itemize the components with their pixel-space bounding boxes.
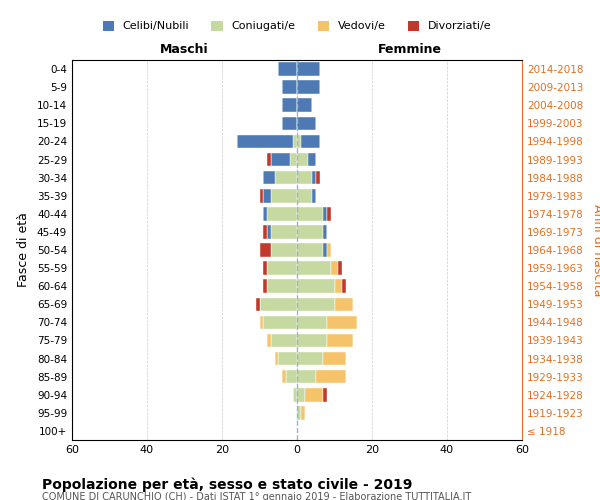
Bar [263,207,267,220]
Bar [263,280,267,293]
Bar [331,262,338,275]
Bar [256,298,260,311]
Bar [323,352,346,366]
Text: COMUNE DI CARUNCHIO (CH) - Dati ISTAT 1° gennaio 2019 - Elaborazione TUTTITALIA.: COMUNE DI CARUNCHIO (CH) - Dati ISTAT 1°… [42,492,471,500]
Bar [342,280,346,293]
Legend: Celibi/Nubili, Coniugati/e, Vedovi/e, Divorziati/e: Celibi/Nubili, Coniugati/e, Vedovi/e, Di… [98,16,496,36]
Bar [278,352,297,366]
Bar [316,171,320,184]
Bar [271,334,297,347]
Bar [293,388,297,402]
Bar [297,334,327,347]
Bar [297,116,316,130]
Bar [335,298,353,311]
Bar [260,298,297,311]
Bar [327,207,331,220]
Bar [260,189,263,202]
Bar [263,171,275,184]
Bar [260,316,263,329]
Bar [282,116,297,130]
Bar [316,370,346,384]
Bar [323,388,327,402]
Bar [260,243,271,257]
Bar [327,243,331,257]
Bar [305,388,323,402]
Bar [312,171,316,184]
Bar [293,134,297,148]
Bar [308,152,316,166]
Bar [263,225,267,238]
Y-axis label: Anni di nascita: Anni di nascita [592,204,600,296]
Bar [271,152,290,166]
Bar [297,352,323,366]
Bar [297,225,323,238]
Bar [297,262,331,275]
Bar [267,225,271,238]
Bar [267,207,297,220]
Text: Femmine: Femmine [377,44,442,57]
Bar [278,62,297,76]
Bar [297,298,335,311]
Bar [267,262,297,275]
Bar [282,370,286,384]
Bar [297,370,316,384]
Bar [263,316,297,329]
Y-axis label: Fasce di età: Fasce di età [17,212,30,288]
Bar [312,189,316,202]
Bar [263,262,267,275]
Bar [282,98,297,112]
Bar [297,207,323,220]
Bar [301,134,320,148]
Bar [301,406,305,419]
Bar [290,152,297,166]
Bar [275,171,297,184]
Bar [271,189,297,202]
Bar [297,62,320,76]
Bar [327,334,353,347]
Bar [323,225,327,238]
Bar [297,171,312,184]
Bar [323,243,327,257]
Bar [237,134,293,148]
Bar [297,316,327,329]
Bar [297,80,320,94]
Bar [286,370,297,384]
Bar [297,280,335,293]
Bar [297,243,323,257]
Bar [338,262,342,275]
Bar [335,280,342,293]
Bar [297,189,312,202]
Bar [297,388,305,402]
Text: Maschi: Maschi [160,44,209,57]
Text: Popolazione per età, sesso e stato civile - 2019: Popolazione per età, sesso e stato civil… [42,478,412,492]
Bar [297,406,301,419]
Bar [267,334,271,347]
Bar [267,152,271,166]
Bar [263,189,271,202]
Bar [327,316,357,329]
Bar [267,280,297,293]
Bar [297,134,301,148]
Bar [271,243,297,257]
Bar [282,80,297,94]
Bar [323,207,327,220]
Bar [297,152,308,166]
Bar [297,98,312,112]
Bar [275,352,278,366]
Bar [271,225,297,238]
